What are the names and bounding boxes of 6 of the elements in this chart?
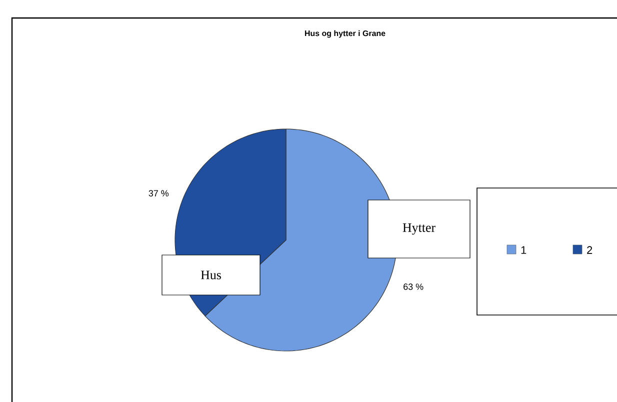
data-label: 63 % <box>404 284 424 290</box>
text: Hytter <box>402 223 436 235</box>
data-label: 37 % <box>148 190 169 196</box>
legend-label: 1 <box>521 246 526 254</box>
text: Hus <box>200 270 221 280</box>
legend-label: 2 <box>587 246 592 254</box>
